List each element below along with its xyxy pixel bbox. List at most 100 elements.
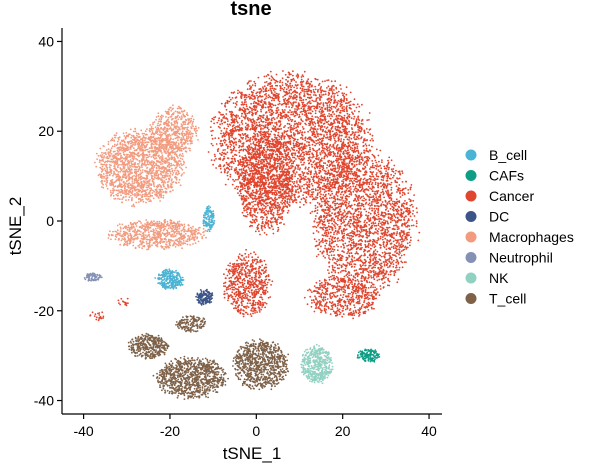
point bbox=[307, 190, 309, 193]
point bbox=[293, 127, 296, 130]
point bbox=[326, 131, 328, 134]
point bbox=[259, 134, 262, 137]
point bbox=[231, 111, 234, 114]
point bbox=[284, 130, 287, 133]
point bbox=[166, 275, 169, 278]
point bbox=[335, 222, 337, 225]
point bbox=[339, 153, 342, 156]
point bbox=[376, 164, 378, 166]
point bbox=[374, 264, 377, 266]
point bbox=[210, 134, 213, 137]
point bbox=[331, 93, 334, 95]
point bbox=[371, 232, 374, 235]
point bbox=[225, 113, 228, 115]
point bbox=[287, 147, 290, 150]
point bbox=[290, 86, 292, 89]
point bbox=[327, 160, 329, 163]
point bbox=[395, 169, 397, 172]
point bbox=[274, 93, 276, 96]
point bbox=[260, 128, 262, 131]
point bbox=[305, 183, 307, 186]
point bbox=[274, 91, 276, 93]
point bbox=[256, 94, 258, 97]
point bbox=[262, 125, 265, 127]
point bbox=[320, 122, 323, 124]
point bbox=[232, 149, 235, 152]
point bbox=[315, 139, 318, 142]
point bbox=[332, 175, 334, 178]
point bbox=[292, 95, 295, 97]
point bbox=[301, 120, 304, 123]
point bbox=[286, 198, 289, 201]
point bbox=[228, 100, 231, 103]
point bbox=[371, 357, 374, 359]
point bbox=[353, 148, 356, 151]
point bbox=[378, 278, 381, 281]
point bbox=[312, 153, 314, 156]
point bbox=[401, 172, 404, 175]
point bbox=[258, 143, 260, 145]
point bbox=[338, 138, 340, 141]
point bbox=[300, 177, 303, 180]
point bbox=[280, 136, 283, 139]
point bbox=[331, 115, 333, 118]
point bbox=[295, 129, 297, 132]
point bbox=[321, 200, 323, 203]
point bbox=[300, 76, 303, 78]
point bbox=[247, 123, 250, 126]
point bbox=[300, 146, 303, 149]
point bbox=[331, 123, 334, 125]
point bbox=[239, 158, 242, 161]
point bbox=[275, 191, 277, 194]
point bbox=[368, 271, 370, 274]
point bbox=[171, 283, 173, 286]
point bbox=[285, 144, 287, 146]
point bbox=[339, 149, 341, 152]
point bbox=[231, 118, 234, 120]
point bbox=[356, 198, 359, 200]
point bbox=[338, 168, 341, 170]
point bbox=[319, 195, 322, 198]
point bbox=[220, 153, 223, 156]
point bbox=[208, 228, 211, 231]
point bbox=[292, 162, 295, 165]
point bbox=[179, 275, 181, 278]
point bbox=[299, 137, 302, 139]
point bbox=[294, 138, 297, 141]
point bbox=[327, 187, 330, 190]
point bbox=[384, 253, 386, 256]
point bbox=[303, 95, 305, 97]
point bbox=[320, 133, 323, 136]
point bbox=[392, 254, 395, 256]
point bbox=[177, 284, 180, 286]
point bbox=[283, 149, 286, 151]
point bbox=[213, 220, 216, 222]
point bbox=[243, 94, 245, 96]
point bbox=[328, 106, 331, 108]
point bbox=[277, 94, 280, 97]
point bbox=[369, 353, 372, 356]
point bbox=[369, 239, 371, 242]
point bbox=[296, 182, 298, 184]
point bbox=[294, 167, 297, 170]
point bbox=[308, 144, 311, 147]
point bbox=[298, 143, 301, 145]
point bbox=[179, 278, 182, 281]
point bbox=[213, 122, 216, 125]
point bbox=[297, 123, 299, 125]
point bbox=[217, 137, 220, 140]
point bbox=[202, 219, 205, 222]
point bbox=[260, 120, 263, 123]
point bbox=[340, 166, 343, 169]
point bbox=[316, 165, 319, 168]
point bbox=[334, 133, 337, 136]
point bbox=[360, 350, 363, 353]
point bbox=[343, 232, 346, 235]
point bbox=[254, 102, 257, 104]
point bbox=[333, 95, 336, 97]
point bbox=[217, 148, 220, 150]
point bbox=[326, 142, 329, 145]
point bbox=[284, 102, 286, 104]
point bbox=[321, 188, 324, 190]
point bbox=[291, 194, 293, 197]
